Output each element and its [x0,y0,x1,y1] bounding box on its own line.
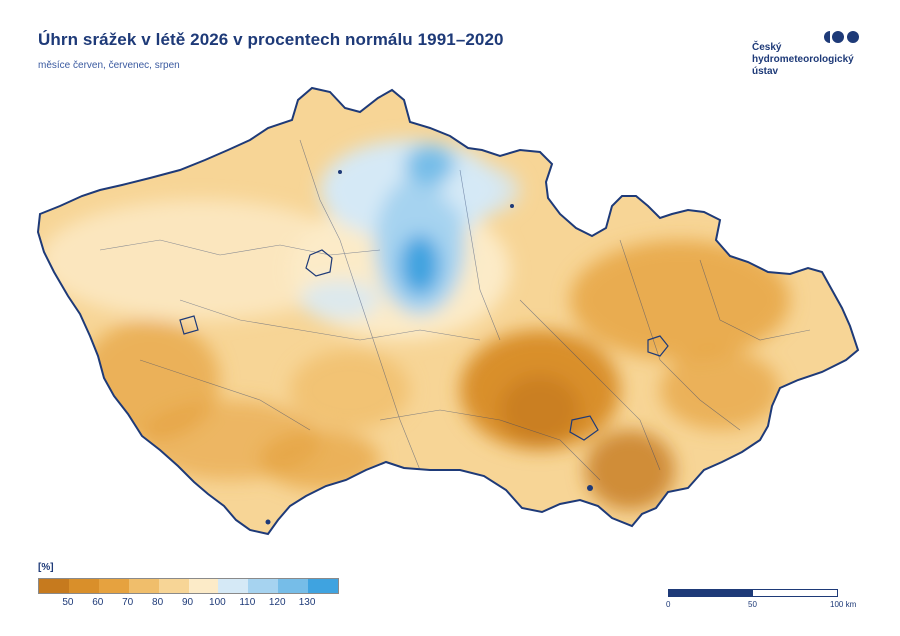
logo-line-3: ústav [752,66,779,77]
scale-labels: 0 50 100 km [666,597,868,609]
legend-swatch-6 [218,579,249,593]
legend-tick-label: 130 [298,597,316,608]
logo-mark-icon [824,31,859,43]
legend-tick-label: 110 [239,597,256,608]
legend-swatch-7 [248,579,279,593]
legend-swatch-0 [39,579,69,593]
map-subtitle: měsíce červen, červenec, srpen [38,60,180,71]
legend-swatch-5 [188,579,219,593]
precipitation-map [36,86,860,536]
scale-label-50: 50 [748,600,757,609]
scale-bar-graphic [668,589,838,597]
legend-tick-label: 70 [122,597,134,608]
logo-text: Český hydrometeorologický ústav [752,42,854,78]
scale-bar: 0 50 100 km [666,589,868,609]
legend: [%] 50 60 70 80 90 100 110 120 130 [38,562,339,608]
legend-swatch-2 [98,579,129,593]
legend-swatch-9 [308,579,339,593]
logo-line-2: hydrometeorologický [752,54,854,65]
scale-label-0: 0 [666,600,671,609]
logo-line-1: Český [752,42,782,53]
legend-ticks: 50 60 70 80 90 100 110 120 130 [38,594,338,608]
legend-swatch-4 [158,579,189,593]
legend-tick-label: 80 [152,597,164,608]
legend-swatch-8 [278,579,309,593]
legend-tick-label: 120 [268,597,286,608]
legend-tick-label: 60 [92,597,104,608]
scale-label-100: 100 km [830,600,857,609]
legend-color-bar [38,578,339,594]
scale-segment-dark [669,590,753,596]
legend-tick-label: 50 [62,597,74,608]
scale-segment-light [753,590,837,596]
legend-tick-label: 90 [181,597,194,608]
map-title: Úhrn srážek v létě 2026 v procentech nor… [38,30,504,49]
legend-unit: [%] [38,562,54,573]
legend-swatch-3 [128,579,159,593]
legend-tick-label: 100 [209,597,226,608]
legend-swatch-1 [68,579,99,593]
